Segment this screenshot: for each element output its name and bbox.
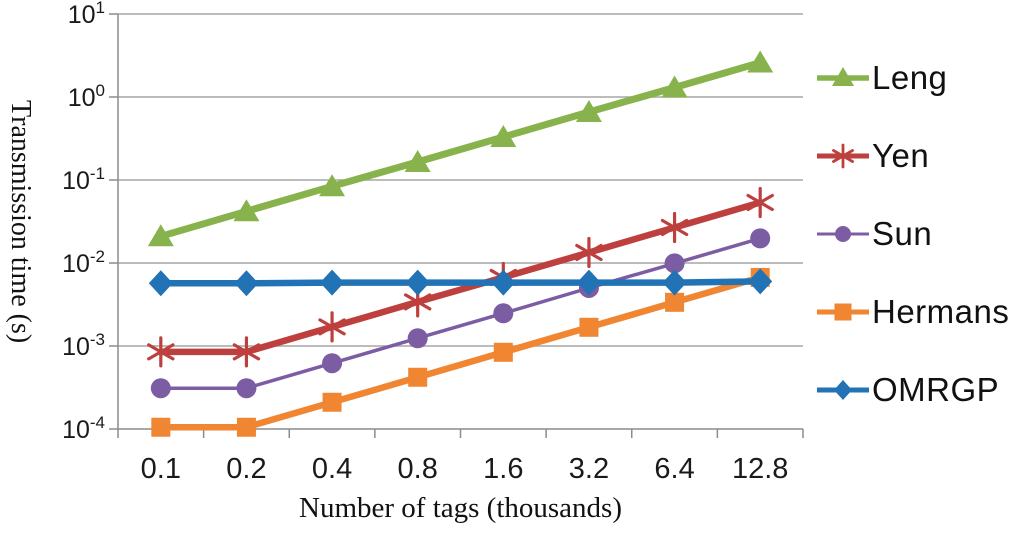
x-tick-label: 1.6 (483, 453, 523, 485)
legend-label: Yen (872, 137, 930, 174)
legend-item-omrgp: OMRGP (816, 368, 1009, 412)
y-tick-label: 100 (68, 81, 105, 112)
asterisk-marker (147, 336, 175, 368)
asterisk-marker (660, 211, 689, 244)
legend-item-yen: Yen (816, 134, 1009, 178)
legend-marker (817, 67, 869, 86)
diamond-icon (834, 380, 852, 400)
asterisk-marker (746, 186, 774, 219)
diamond-marker (148, 270, 173, 297)
series-line (157, 199, 764, 356)
circle-marker (236, 378, 257, 399)
x-tick-label: 12.8 (732, 453, 788, 485)
triangle-marker (233, 199, 260, 222)
circle-marker (750, 228, 771, 249)
diamond-marker (491, 269, 516, 296)
x-tick-label: 6.4 (654, 453, 694, 485)
diamond-marker (320, 269, 345, 296)
legend-marker (817, 226, 869, 242)
square-marker (493, 342, 513, 362)
triangle-marker (404, 149, 431, 172)
series-sun (150, 228, 771, 399)
triangle-marker (661, 75, 688, 98)
legend-item-hermans: Hermans (816, 290, 1009, 334)
square-marker (579, 317, 599, 337)
diamond-marker (405, 269, 430, 296)
triangle-marker (490, 124, 517, 147)
triangle-icon (832, 67, 854, 86)
triangle-marker (147, 224, 174, 247)
y-tick-label: 10-1 (62, 164, 105, 195)
x-tick-label: 3.2 (569, 453, 609, 485)
legend-marker (817, 303, 869, 321)
circle-marker (407, 328, 428, 349)
circle-marker (664, 253, 685, 274)
legend-label: OMRGP (872, 371, 1000, 408)
triangle-marker (319, 174, 346, 197)
series-line (157, 59, 764, 240)
square-marker (236, 417, 256, 437)
diamond-marker (662, 269, 687, 296)
square-icon (834, 303, 852, 321)
asterisk-marker (318, 311, 346, 343)
circle-marker (322, 353, 343, 374)
legend-label: Hermans (872, 293, 1010, 330)
legend-marker (817, 143, 869, 169)
y-tick-label: 10-4 (62, 413, 105, 444)
x-tick-label: 0.2 (226, 453, 266, 485)
asterisk-icon (832, 143, 854, 169)
diamond-marker (576, 269, 601, 296)
series-line (157, 278, 764, 287)
diamond-marker (748, 268, 773, 295)
x-tick-label: 0.1 (141, 453, 181, 485)
legend-marker (817, 380, 869, 400)
legend-item-sun: Sun (816, 212, 1009, 256)
series-leng (147, 50, 774, 247)
legend: Leng Yen Sun Hermans OMRGP (816, 56, 1009, 412)
diamond-marker (234, 270, 259, 297)
legend-item-leng: Leng (816, 56, 1009, 100)
series-omrgp (148, 268, 773, 297)
circle-marker (150, 378, 171, 399)
asterisk-marker (232, 336, 261, 368)
asterisk-marker (575, 236, 603, 269)
legend-label: Sun (872, 215, 933, 252)
x-tick-label: 0.8 (398, 453, 438, 485)
x-axis-title: Number of tags (thousands) (299, 492, 622, 524)
circle-icon (835, 226, 851, 242)
y-tick-label: 10-2 (62, 247, 105, 278)
series-line (159, 236, 762, 390)
legend-label: Leng (872, 59, 948, 96)
circle-marker (493, 303, 514, 324)
square-marker (322, 392, 342, 412)
triangle-marker (747, 50, 774, 73)
y-tick-label: 101 (68, 0, 105, 29)
y-tick-label: 10-3 (62, 330, 105, 361)
square-marker (151, 417, 171, 437)
x-tick-label: 0.4 (312, 453, 352, 485)
y-axis-title: Transmission time (s) (5, 99, 36, 344)
series-line (157, 274, 764, 431)
square-marker (665, 292, 685, 312)
triangle-marker (575, 99, 602, 122)
square-marker (408, 367, 428, 387)
